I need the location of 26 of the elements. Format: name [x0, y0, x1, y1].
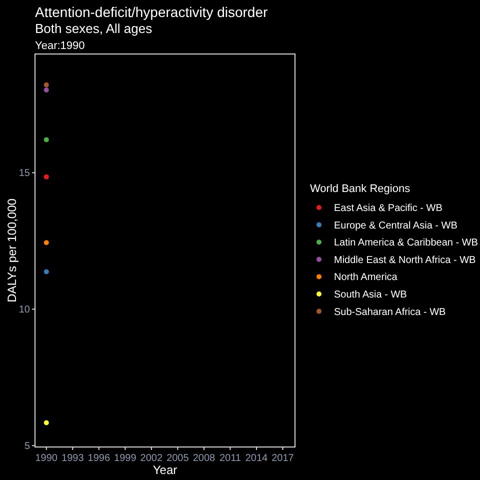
- legend-label: South Asia - WB: [334, 290, 408, 300]
- chart-subtitle: Both sexes, All ages: [35, 21, 153, 36]
- x-tick-label: 2014: [245, 453, 268, 464]
- x-tick-label: 1999: [114, 453, 137, 464]
- x-tick-label: 1990: [35, 453, 58, 464]
- y-tick-label: 15: [18, 168, 30, 180]
- chart-title: Attention-deficit/hyperactivity disorder: [35, 4, 268, 20]
- y-tick-label: 10: [18, 304, 30, 316]
- y-axis-title: DALYs per 100,000: [5, 198, 19, 302]
- x-tick-label: 2002: [140, 453, 163, 464]
- y-tick-label: 5: [24, 441, 30, 452]
- legend-title: World Bank Regions: [310, 183, 411, 195]
- legend-label: North America: [334, 272, 398, 284]
- x-tick-label: 1996: [88, 453, 110, 464]
- x-tick-label: 2008: [192, 453, 216, 464]
- legend-label: East Asia & Pacific - WB: [334, 203, 443, 214]
- x-tick-label: 1993: [62, 453, 84, 464]
- x-tick-label: 2017: [272, 453, 294, 464]
- text: Year:1990: [35, 40, 85, 52]
- x-tick-label: 2011: [219, 453, 242, 464]
- x-tick-label: 2005: [166, 453, 190, 464]
- x-axis-title: Year: [152, 463, 178, 477]
- legend-label: Sub-Saharan Africa - WB: [334, 306, 446, 318]
- legend-label: Europe & Central Asia - WB: [334, 220, 458, 232]
- legend-label: Latin America & Caribbean - WB: [334, 238, 478, 249]
- legend-label: Middle East & North Africa - WB: [334, 254, 476, 266]
